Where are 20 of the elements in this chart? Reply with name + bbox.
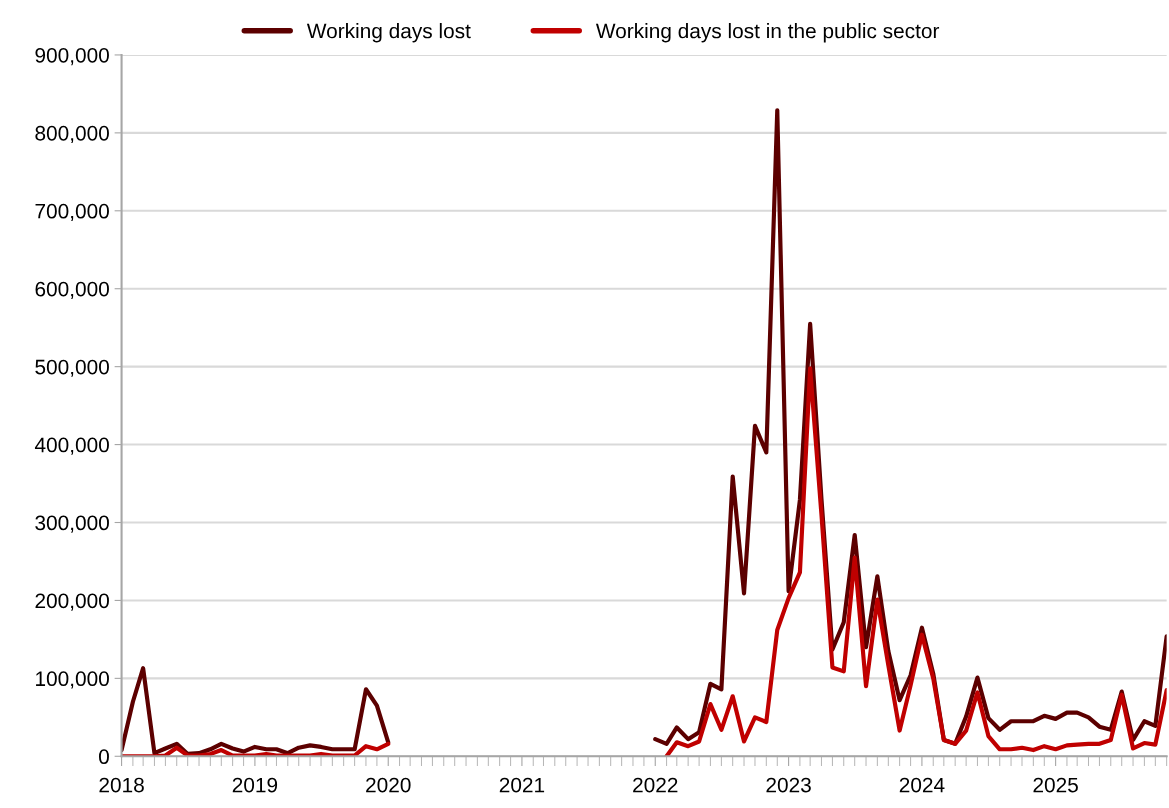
y-tick-label: 500,000: [35, 359, 109, 377]
y-tick-label: 200,000: [35, 593, 109, 611]
y-tick-label: 100,000: [36, 671, 109, 689]
y-tick-label: 0: [99, 749, 109, 765]
legend-label: Working days lost: [306, 23, 471, 43]
x-tick-label: 2018: [99, 777, 144, 793]
legend-label: Working days lost in the public sector: [595, 23, 940, 43]
y-tick-label: 400,000: [34, 437, 109, 455]
x-tick-label: 2025: [1033, 777, 1078, 793]
y-tick-label: 700,000: [35, 203, 109, 222]
y-tick-label: 900,000: [35, 47, 109, 66]
x-tick-label: 2021: [499, 777, 545, 793]
y-tick-label: 800,000: [35, 125, 109, 144]
y-tick-label: 600,000: [35, 281, 109, 299]
x-tick-label: 2022: [633, 777, 678, 793]
y-tick-label: 300,000: [35, 515, 109, 533]
x-tick-label: 2020: [366, 777, 411, 793]
x-tick-label: 2019: [232, 777, 278, 793]
x-tick-label: 2023: [766, 777, 811, 793]
x-tick-label: 2024: [899, 777, 945, 793]
